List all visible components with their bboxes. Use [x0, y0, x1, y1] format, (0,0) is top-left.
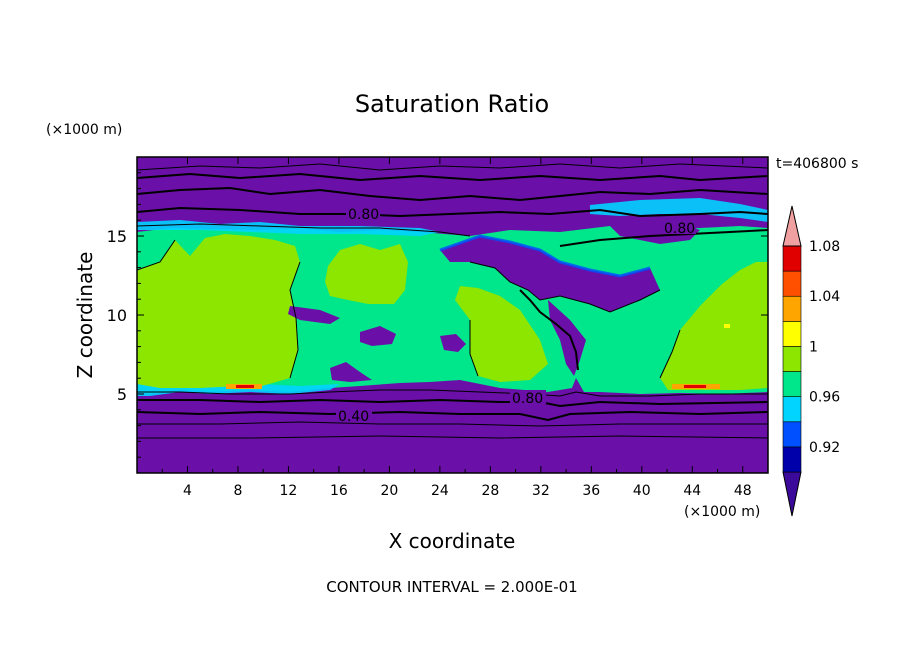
region-sat-3	[455, 286, 548, 382]
dry-patch-3	[360, 326, 396, 346]
max-spot-2-core	[684, 385, 706, 388]
colorbar-swatch	[782, 245, 802, 272]
contour-label: 0.80	[512, 391, 543, 407]
colorbar: 0.92 0.96 1 1.04 1.08	[782, 205, 840, 517]
chart-title: Saturation Ratio	[355, 90, 549, 118]
dry-patch-6	[288, 306, 340, 324]
x-tick-label: 40	[633, 483, 651, 499]
plot-area: 0.80 0.80 0.80 0.40	[137, 157, 768, 473]
y-axis-label: Z coordinate	[73, 252, 97, 379]
x-tick-label: 4	[183, 483, 192, 499]
colorbar-swatch	[782, 421, 802, 448]
contour-lines	[137, 163, 768, 439]
field-upper-cyan-2	[590, 198, 768, 222]
yellow-dot	[724, 324, 730, 328]
colorbar-arrow-top	[782, 205, 802, 247]
colorbar-tick-label: 1.08	[809, 239, 840, 255]
colorbar-tick-label: 1.04	[809, 289, 840, 305]
colorbar-swatch	[782, 321, 802, 347]
x-tick-label: 20	[380, 483, 398, 499]
x-axis: 4 8 12 16 20 24 28 32 36 40 44 48	[161, 157, 752, 499]
region-sat-1	[137, 234, 300, 388]
blue-fringe	[439, 234, 651, 278]
max-spot-1-core	[236, 385, 254, 388]
y-axis: 5 10 15	[107, 172, 768, 458]
x-tick-label: 28	[481, 483, 499, 499]
y-tick-label: 5	[117, 385, 127, 404]
x-tick-label: 8	[233, 483, 242, 499]
colorbar-tick-label: 0.92	[809, 440, 840, 456]
time-label: t=406800 s	[776, 156, 858, 172]
x-unit-label: (×1000 m)	[684, 504, 760, 520]
colorbar-arrow-bottom	[782, 471, 802, 517]
y-tick-label: 10	[107, 306, 127, 325]
footer-label: CONTOUR INTERVAL = 2.000E-01	[326, 578, 577, 596]
y-unit-label: (×1000 m)	[46, 122, 122, 138]
x-axis-label: X coordinate	[389, 529, 516, 553]
colorbar-swatch	[782, 371, 802, 397]
x-tick-label: 44	[683, 483, 701, 499]
y-tick-label: 15	[107, 227, 127, 246]
dry-patch-5	[440, 334, 466, 352]
contour-label: 0.80	[664, 221, 695, 237]
x-tick-label: 48	[734, 483, 752, 499]
x-tick-label: 32	[532, 483, 550, 499]
dry-patch-1	[440, 236, 660, 312]
dry-patch-4	[330, 362, 372, 382]
colorbar-swatch	[782, 446, 802, 473]
contour-label-group: 0.80 0.80 0.80 0.40	[336, 206, 696, 425]
colorbar-swatch	[782, 346, 802, 372]
x-tick-label: 36	[582, 483, 600, 499]
colorbar-tick-label: 1	[809, 339, 818, 355]
region-sat-2	[325, 244, 408, 304]
contour-label: 0.80	[348, 207, 379, 223]
region-sat-4	[660, 262, 768, 390]
colorbar-swatch	[782, 295, 802, 322]
colorbar-tick-label: 0.96	[809, 390, 840, 406]
x-tick-label: 24	[431, 483, 449, 499]
colorbar-swatch	[782, 270, 802, 297]
x-tick-label: 12	[280, 483, 298, 499]
contour-label: 0.40	[338, 409, 369, 425]
colorbar-swatch	[782, 396, 802, 423]
x-tick-label: 16	[330, 483, 348, 499]
